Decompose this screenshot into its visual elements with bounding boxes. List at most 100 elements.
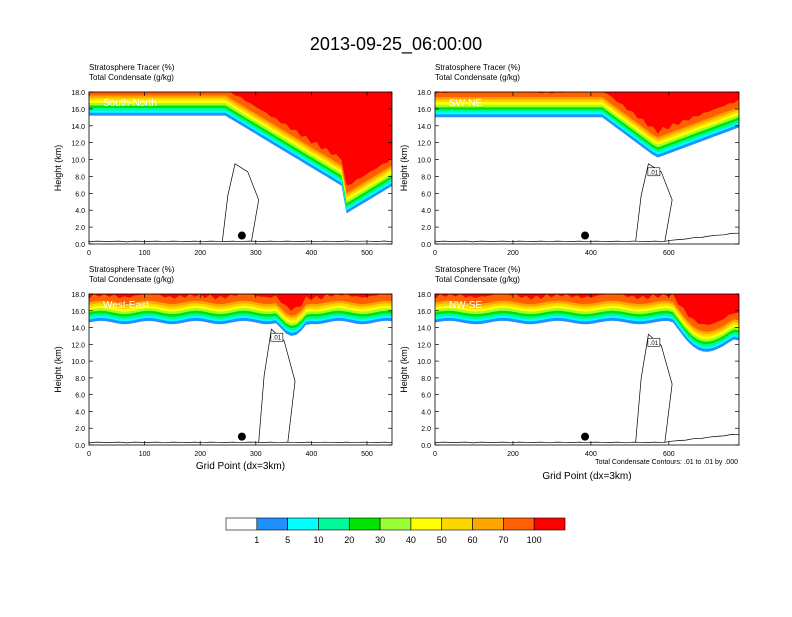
panel-header-line: Total Condensate (g/kg) — [435, 73, 520, 82]
panel-sw-ne: Stratosphere Tracer (%)Total Condensate … — [399, 63, 740, 257]
colorbar-label: 20 — [344, 535, 354, 545]
y-tick-label: 0.0 — [421, 443, 431, 450]
panel-header-line: Stratosphere Tracer (%) — [89, 265, 175, 274]
panel-header-line: Stratosphere Tracer (%) — [89, 63, 175, 72]
x-tick-label: 0 — [433, 250, 437, 257]
tracer-band-10 — [89, 294, 392, 311]
y-tick-label: 18.0 — [417, 90, 431, 97]
y-tick-label: 12.0 — [71, 342, 85, 349]
colorbar-label: 40 — [406, 535, 416, 545]
colorbar-swatch — [287, 517, 319, 531]
colorbar-swatch — [256, 517, 288, 531]
y-tick-label: 4.0 — [421, 409, 431, 416]
tower-contour — [221, 163, 260, 242]
contour-note: Total Condensate Contours: .01 to .01 by… — [595, 459, 738, 466]
y-tick-label: 14.0 — [71, 124, 85, 131]
x-tick-label: 0 — [433, 451, 437, 458]
plot-frame — [88, 91, 393, 245]
colorbar-label: 10 — [313, 535, 323, 545]
y-tick-label: 10.0 — [71, 158, 85, 165]
tracer-band-7 — [435, 294, 739, 337]
y-tick-label: 12.0 — [417, 342, 431, 349]
contour-label: .01 — [273, 336, 282, 342]
x-tick-label: 400 — [306, 250, 318, 257]
panels-group: Stratosphere Tracer (%)Total Condensate … — [53, 63, 740, 482]
y-tick-label: 8.0 — [75, 174, 85, 181]
colorbar-label: 5 — [285, 535, 290, 545]
y-tick-label: 2.0 — [421, 426, 431, 433]
panel-south-north: Stratosphere Tracer (%)Total Condensate … — [53, 63, 393, 257]
y-tick-label: 8.0 — [421, 376, 431, 383]
colorbar-label: 1 — [254, 535, 259, 545]
panel-west-east: Stratosphere Tracer (%)Total Condensate … — [53, 265, 393, 472]
colorbar-swatch — [225, 517, 258, 531]
y-tick-label: 6.0 — [75, 393, 85, 400]
y-tick-label: 2.0 — [75, 426, 85, 433]
y-tick-label: 10.0 — [417, 359, 431, 366]
y-tick-label: 4.0 — [75, 409, 85, 416]
colorbar-swatch — [410, 517, 443, 531]
x-tick-label: 500 — [361, 250, 373, 257]
plot-frame — [434, 91, 740, 245]
tracer-field: .01 — [435, 294, 739, 444]
x-tick-label: 600 — [663, 451, 675, 458]
x-tick-label: 100 — [139, 451, 151, 458]
y-tick-label: 16.0 — [417, 309, 431, 316]
y-tick-label: 16.0 — [71, 309, 85, 316]
tracer-band-10 — [435, 294, 739, 325]
panel-header-line: Stratosphere Tracer (%) — [435, 265, 521, 274]
tracer-field: .01 — [435, 92, 739, 243]
x-tick-label: 300 — [250, 451, 262, 458]
y-tick-label: 8.0 — [75, 376, 85, 383]
y-tick-label: 16.0 — [417, 107, 431, 114]
contour-label-box — [270, 332, 284, 342]
colorbar-label: 30 — [375, 535, 385, 545]
tracer-field: .01 — [89, 294, 392, 444]
panel-nw-se: Stratosphere Tracer (%) Total Condensate … — [399, 265, 740, 482]
x-axis-label: Grid Point (dx=3km) — [196, 461, 285, 472]
location-marker — [237, 432, 246, 441]
panel-header-line: Total Condensate (g/kg) — [89, 73, 174, 82]
y-tick-label: 8.0 — [421, 174, 431, 181]
y-tick-label: 12.0 — [417, 141, 431, 148]
colorbar-swatch — [472, 517, 504, 531]
colorbar-swatch — [533, 517, 566, 531]
location-marker — [581, 231, 590, 240]
contour-label: .01 — [650, 170, 659, 176]
colorbar-label: 70 — [498, 535, 508, 545]
y-tick-label: 18.0 — [417, 292, 431, 299]
colorbar-label: 50 — [437, 535, 447, 545]
y-tick-label: 0.0 — [75, 242, 85, 249]
x-tick-label: 0 — [87, 451, 91, 458]
x-tick-label: 400 — [585, 451, 597, 458]
panel-name: SW-NE — [449, 98, 482, 109]
y-tick-label: 2.0 — [75, 225, 85, 232]
x-tick-label: 200 — [194, 451, 206, 458]
y-tick-label: 6.0 — [421, 191, 431, 198]
x-tick-label: 0 — [87, 250, 91, 257]
x-tick-label: 200 — [507, 250, 519, 257]
colorbar-swatch — [348, 517, 381, 531]
y-axis-label: Height (km) — [399, 346, 409, 393]
x-tick-label: 600 — [663, 250, 675, 257]
y-tick-label: 10.0 — [417, 158, 431, 165]
panel-header-line: Total Condensate (g/kg) — [89, 275, 174, 284]
panel-header-line: Stratosphere Tracer (%) — [435, 63, 521, 72]
colorbar-swatch — [441, 517, 473, 531]
colorbar-label: 60 — [468, 535, 478, 545]
y-tick-label: 10.0 — [71, 359, 85, 366]
y-tick-label: 18.0 — [71, 90, 85, 97]
y-tick-label: 6.0 — [421, 393, 431, 400]
x-axis-label: Grid Point (dx=3km) — [542, 471, 631, 482]
contour-label-box — [647, 337, 661, 347]
y-tick-label: 14.0 — [71, 326, 85, 333]
x-tick-label: 200 — [507, 451, 519, 458]
y-tick-label: 4.0 — [421, 208, 431, 215]
y-tick-label: 18.0 — [71, 292, 85, 299]
panel-name: South-North — [103, 98, 157, 109]
ground-contour — [435, 232, 739, 243]
ground-contour — [435, 433, 739, 444]
y-tick-label: 0.0 — [421, 242, 431, 249]
plot-frame — [88, 293, 393, 446]
